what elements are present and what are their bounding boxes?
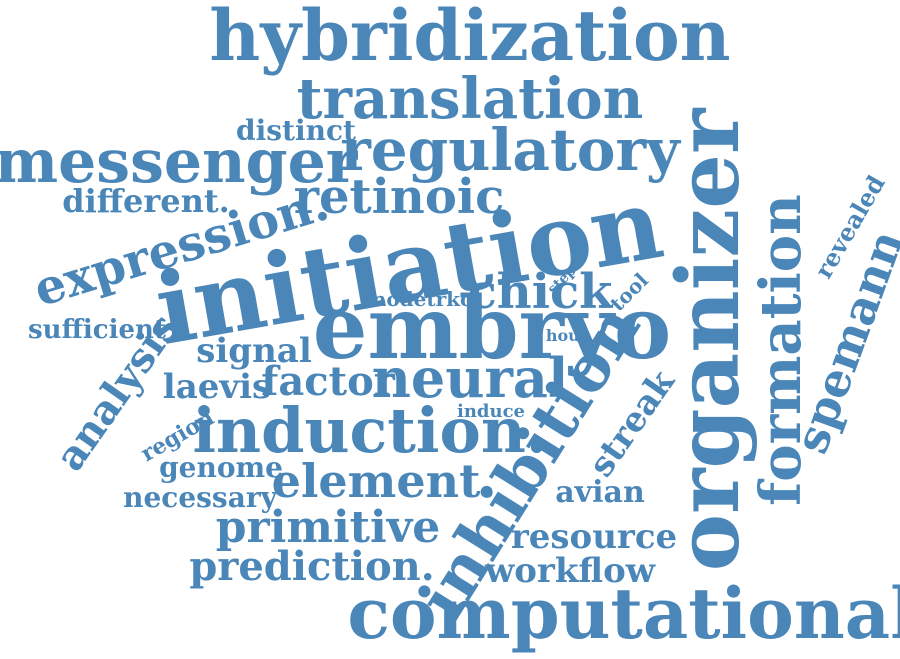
word-element: element. [272,454,497,508]
word-embryo: embryo [313,278,672,379]
word-prediction: prediction. [189,543,434,590]
word-organizer: organizer [658,107,759,571]
word-different: different. [62,182,230,220]
word-nodetrkc: nodetrkc [372,287,472,311]
word-distinct: distinct [236,114,356,147]
word-primitive: primitive [216,502,441,553]
word-avian: avian [555,475,645,510]
word-induce: induce [457,401,525,422]
word-formation: formation [748,194,814,506]
word-retinoic: retinoic [294,169,505,225]
word-sufficient: sufficient [28,315,166,345]
word-laevis: laevis [163,367,271,407]
word-resource: resource [511,517,677,557]
word-workflow: workflow [484,551,656,591]
word-translation: translation [297,66,644,132]
word-hour: hour [546,326,589,345]
word-chick: chick [468,264,615,320]
word-factor: factor [261,358,396,405]
word-messenger: messenger [0,127,359,197]
word-genome: genome [159,451,283,484]
word-computational: computational [347,572,900,655]
word-neural: neural [372,346,569,410]
word-regulatory: regulatory [340,116,682,184]
word-signal: signal [196,331,312,371]
word-induction: induction. [192,394,547,467]
word-necessary: necessary [123,481,277,514]
word-hybridization: hybridization [209,0,730,77]
